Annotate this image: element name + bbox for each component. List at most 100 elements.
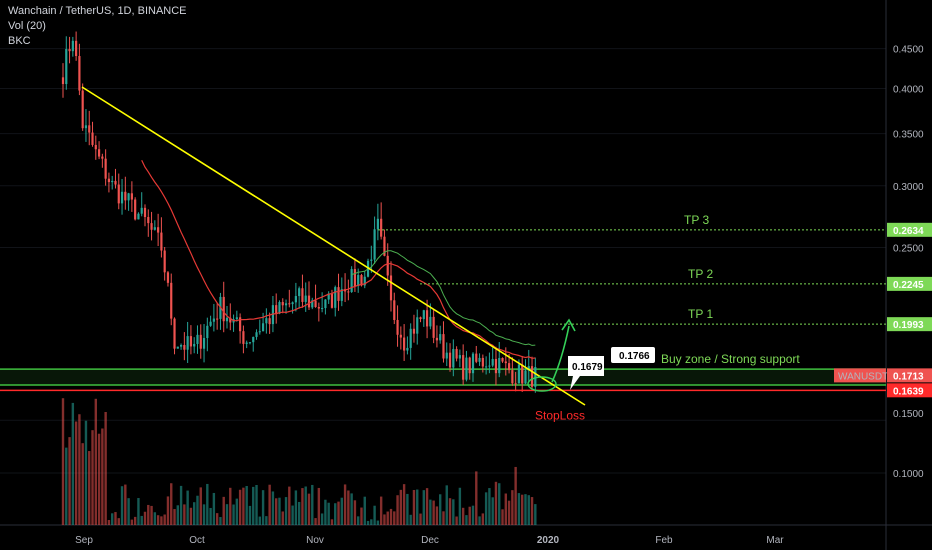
candle-body — [396, 319, 399, 335]
time-axis[interactable]: Sep Oct Nov Dec 2020 Feb Mar — [75, 535, 784, 546]
candle-body — [517, 364, 521, 384]
date-tick-label: 2020 — [537, 535, 560, 546]
candle-body — [179, 345, 183, 347]
price-tick-label: 0.1000 — [893, 469, 924, 480]
candle-body — [101, 156, 104, 159]
candle-body — [412, 328, 416, 334]
volume-bar — [337, 501, 340, 525]
candle-body — [202, 338, 206, 349]
volume-bar — [111, 513, 114, 525]
chart-drawings: StopLoss TP 3 TP 2 TP 1 Buy zone / Strong su… — [0, 86, 886, 422]
volume-bar — [288, 486, 291, 525]
candle-body — [370, 259, 373, 261]
candle-body — [252, 336, 255, 343]
candle-body — [317, 307, 320, 309]
volume-indicator-label[interactable]: Vol (20) — [8, 20, 46, 32]
bkc-indicator-label[interactable]: BKC — [8, 35, 31, 47]
volume-bar — [133, 516, 137, 525]
candle-body — [111, 180, 114, 183]
volume-bar — [153, 512, 157, 525]
candle-body — [432, 316, 435, 338]
volume-bar — [416, 489, 419, 525]
moving-average-line-2 — [351, 250, 536, 346]
volume-bar — [514, 466, 517, 525]
candle-body — [65, 48, 68, 85]
price-axis[interactable]: 0.4500 0.4000 0.3500 0.3000 0.2500 0.1500 0.10… — [834, 45, 932, 480]
candle-body — [498, 357, 501, 374]
volume-bar — [402, 484, 406, 525]
target-arrow — [551, 325, 570, 383]
price-tick-label: 0.3500 — [893, 130, 924, 141]
volume-bar — [373, 505, 376, 525]
candle-body — [403, 337, 406, 351]
candle-body — [265, 318, 268, 324]
volume-bar — [324, 499, 327, 525]
candle-body — [294, 296, 297, 303]
candle-body — [334, 287, 337, 308]
candle-body — [137, 213, 140, 220]
volume-bar — [140, 515, 143, 525]
candle-body — [84, 125, 88, 129]
candle-body — [107, 178, 111, 183]
candle-body — [186, 336, 189, 350]
candle-body — [527, 366, 530, 371]
price-tag-label: 0.1713 — [893, 371, 924, 382]
volume-bar — [160, 516, 163, 525]
volume-bar — [130, 519, 134, 525]
volume-bar — [150, 505, 153, 525]
candle-body — [347, 291, 350, 293]
candle-body — [150, 223, 153, 230]
candle-body — [193, 343, 196, 347]
volume-bar — [488, 488, 491, 525]
volume-bar — [265, 516, 268, 525]
volume-bar — [399, 489, 403, 525]
volume-bar — [534, 504, 537, 525]
symbol-tag-label: WANUSDT — [838, 371, 888, 382]
volume-bar — [189, 507, 193, 525]
volume-bar — [386, 511, 389, 525]
volume-bar — [363, 496, 366, 525]
volume-bar — [297, 501, 301, 525]
candle-body — [380, 218, 383, 237]
volume-bar — [206, 483, 209, 525]
volume-bar — [389, 508, 393, 525]
volume-bar — [71, 402, 75, 525]
buy-zone-fill — [0, 369, 886, 385]
volume-bar — [435, 506, 439, 525]
candle-body — [248, 342, 252, 344]
candle-body — [409, 328, 412, 348]
candle-body — [465, 357, 468, 380]
candle-body — [419, 317, 422, 320]
symbol-title: Wanchain / TetherUS, 1D, BINANCE — [8, 5, 187, 17]
volume-bar — [393, 511, 396, 525]
volume-bar — [396, 495, 399, 525]
date-tick-label: Dec — [421, 535, 439, 546]
volume-bar — [343, 484, 347, 525]
volume-bar — [147, 504, 150, 525]
candle-body — [291, 302, 294, 305]
volume-bar — [166, 496, 170, 525]
candle-body — [229, 317, 232, 323]
candle-body — [157, 227, 160, 233]
volume-bar — [176, 505, 179, 525]
volume-bar — [294, 490, 298, 525]
volume-bar — [186, 490, 189, 525]
volume-bar — [330, 519, 334, 525]
volume-bar — [498, 483, 501, 525]
candle-body — [340, 289, 343, 301]
candle-body — [75, 40, 78, 57]
volume-bar — [445, 485, 448, 525]
volume-bar — [235, 498, 239, 525]
candle-body — [212, 318, 215, 322]
candle-body — [389, 275, 393, 301]
candle-body — [357, 275, 360, 287]
candle-body — [304, 295, 307, 302]
candle-body — [350, 269, 353, 293]
candle-body — [245, 342, 248, 344]
price-tick-label: 0.4500 — [893, 45, 924, 56]
candle-body — [261, 323, 265, 332]
candle-body — [147, 217, 150, 224]
price-callout-text: 0.1766 — [619, 351, 650, 362]
volume-bar — [245, 486, 248, 525]
